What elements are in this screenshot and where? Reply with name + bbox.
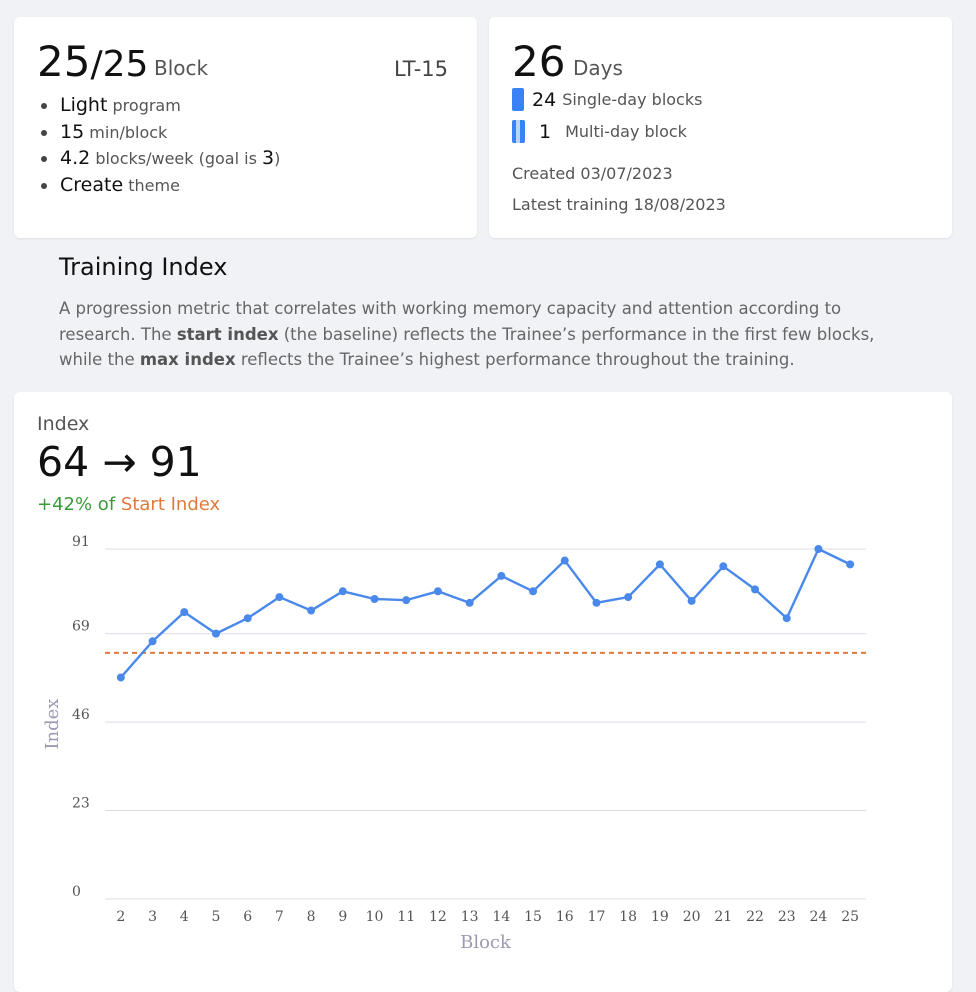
stat-duration: 15 min/block bbox=[40, 119, 280, 146]
section-description: A progression metric that correlates wit… bbox=[59, 299, 875, 370]
data-point bbox=[782, 614, 791, 623]
data-point bbox=[560, 556, 569, 565]
x-tick-label: 2 bbox=[116, 909, 125, 925]
x-tick-label: 17 bbox=[588, 909, 606, 925]
data-point bbox=[465, 598, 474, 607]
index-change: +42% of Start Index bbox=[37, 494, 221, 515]
x-tick-label: 23 bbox=[778, 909, 796, 925]
index-series-line bbox=[119, 547, 851, 679]
data-point bbox=[338, 587, 347, 596]
days-unit: Days bbox=[573, 56, 623, 80]
data-point bbox=[180, 608, 189, 617]
index-chart-card: Index 64 → 91 +42% of Start Index 0 23 46 6… bbox=[14, 392, 952, 992]
x-tick-label: 5 bbox=[212, 909, 221, 925]
x-tick-label: 21 bbox=[714, 909, 732, 925]
stat-frequency: 4.2 blocks/week (goal is 3) bbox=[40, 145, 280, 172]
x-tick-label: 18 bbox=[619, 909, 637, 925]
data-point bbox=[687, 596, 696, 605]
data-point bbox=[211, 629, 220, 638]
y-tick-label: 23 bbox=[72, 796, 90, 812]
x-tick-label: 13 bbox=[461, 909, 479, 925]
y-tick-label: 46 bbox=[72, 707, 90, 723]
data-point bbox=[243, 614, 252, 623]
x-tick-label: 24 bbox=[810, 909, 828, 925]
index-value: 64 → 91 bbox=[37, 438, 202, 486]
x-tick-label: 20 bbox=[683, 909, 701, 925]
x-tick-label: 19 bbox=[651, 909, 669, 925]
program-stats: Light program 15 min/block 4.2 blocks/we… bbox=[40, 92, 280, 198]
single-day-swatch bbox=[512, 88, 524, 111]
program-card: 25/25 Block LT-15 Light program 15 min/b… bbox=[14, 17, 477, 238]
x-tick-label: 4 bbox=[180, 909, 189, 925]
data-point bbox=[529, 587, 538, 596]
multi-day-legend: 1 Multi-day block bbox=[512, 120, 687, 143]
data-point bbox=[497, 571, 506, 580]
single-day-legend: 24 Single-day blocks bbox=[512, 88, 702, 111]
data-point bbox=[402, 596, 411, 605]
y-tick-label: 91 bbox=[72, 534, 90, 550]
stat-program: Light program bbox=[40, 92, 280, 119]
x-tick-label: 15 bbox=[524, 909, 542, 925]
data-point bbox=[814, 545, 823, 553]
x-tick-label: 10 bbox=[366, 909, 384, 925]
x-axis-title: Block bbox=[460, 932, 512, 953]
index-label: Index bbox=[37, 413, 90, 435]
y-axis-title: Index bbox=[42, 699, 63, 750]
blocks-unit: Block bbox=[154, 56, 209, 80]
stat-theme: Create theme bbox=[40, 172, 280, 199]
x-tick-label: 16 bbox=[556, 909, 574, 925]
x-tick-label: 11 bbox=[397, 909, 415, 925]
x-tick-label: 7 bbox=[275, 909, 284, 925]
data-point bbox=[846, 560, 855, 569]
data-point bbox=[592, 598, 601, 607]
data-point bbox=[433, 587, 442, 596]
y-tick-label: 69 bbox=[72, 619, 90, 635]
x-tick-label: 6 bbox=[243, 909, 252, 925]
data-point bbox=[655, 560, 664, 569]
x-tick-label: 14 bbox=[492, 909, 510, 925]
created-date: Created 03/07/2023 bbox=[512, 164, 673, 183]
data-point bbox=[307, 606, 316, 615]
x-tick-label: 8 bbox=[307, 909, 316, 925]
data-point bbox=[719, 562, 728, 571]
data-point bbox=[624, 593, 633, 602]
x-tick-label: 9 bbox=[338, 909, 347, 925]
data-point bbox=[751, 585, 760, 594]
y-tick-label: 0 bbox=[72, 884, 81, 900]
program-code: LT-15 bbox=[393, 57, 448, 81]
latest-training-date: Latest training 18/08/2023 bbox=[512, 195, 726, 214]
data-point bbox=[116, 673, 125, 682]
x-tick-label: 22 bbox=[746, 909, 764, 925]
x-tick-label: 3 bbox=[148, 909, 157, 925]
multi-day-swatch bbox=[512, 120, 525, 143]
x-tick-label: 12 bbox=[429, 909, 447, 925]
data-point bbox=[275, 593, 284, 602]
x-tick-label: 25 bbox=[841, 909, 859, 925]
section-title: Training Index bbox=[59, 253, 228, 281]
days-count: 26 bbox=[512, 37, 566, 86]
data-point bbox=[370, 595, 379, 603]
blocks-count: 25/25 bbox=[37, 37, 149, 86]
data-point bbox=[148, 637, 157, 646]
days-card: 26 Days 24 Single-day blocks 1 Multi-day… bbox=[489, 17, 952, 238]
